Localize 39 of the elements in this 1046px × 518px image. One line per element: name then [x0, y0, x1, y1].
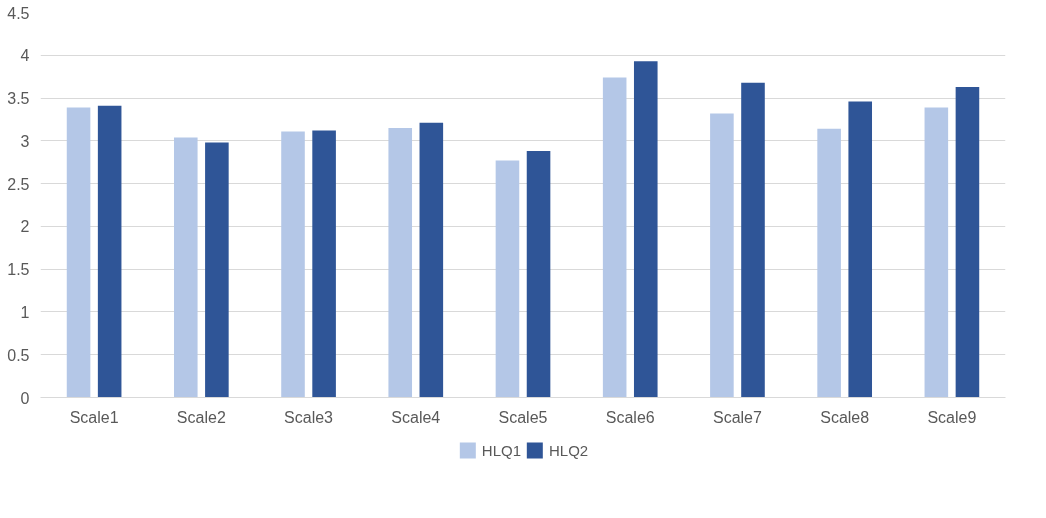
y-tick-label: 0 — [20, 389, 30, 407]
x-tick-label: Scale3 — [284, 408, 334, 426]
bar — [388, 128, 413, 398]
y-tick-label: 2.5 — [7, 175, 30, 193]
x-tick-label: Scale9 — [927, 408, 977, 426]
bar — [741, 82, 765, 398]
bar — [173, 137, 198, 398]
bar — [710, 113, 734, 398]
bar — [817, 128, 841, 398]
x-tick-label: Scale8 — [820, 408, 870, 426]
bar — [281, 131, 305, 398]
legend-label: HLQ2 — [549, 441, 589, 459]
x-tick-label: Scale5 — [498, 408, 548, 426]
x-tick-label: Scale6 — [605, 408, 655, 426]
x-tick-label: Scale7 — [712, 408, 763, 426]
bar — [633, 61, 658, 398]
bar — [97, 105, 122, 398]
bar — [419, 122, 444, 398]
bar — [205, 142, 229, 398]
y-tick-label: 4 — [20, 47, 30, 65]
y-tick-label: 3 — [20, 132, 30, 150]
bar — [66, 107, 91, 398]
y-tick-label: 3.5 — [7, 90, 30, 108]
y-tick-label: 1 — [20, 303, 30, 321]
bar — [602, 77, 627, 398]
x-tick-label: Scale1 — [69, 408, 119, 426]
legend-label: HLQ1 — [481, 441, 521, 459]
x-tick-label: Scale4 — [391, 408, 441, 426]
y-tick-label: 0.5 — [7, 346, 30, 364]
y-tick-label: 4.5 — [7, 4, 30, 22]
bar — [924, 107, 949, 398]
y-tick-label: 1.5 — [7, 261, 30, 279]
bar — [955, 86, 980, 398]
bar — [312, 130, 336, 398]
y-tick-label: 2 — [20, 218, 30, 236]
x-tick-label: Scale2 — [176, 408, 226, 426]
bar — [848, 101, 873, 398]
bar — [526, 151, 551, 398]
bar — [495, 160, 520, 398]
